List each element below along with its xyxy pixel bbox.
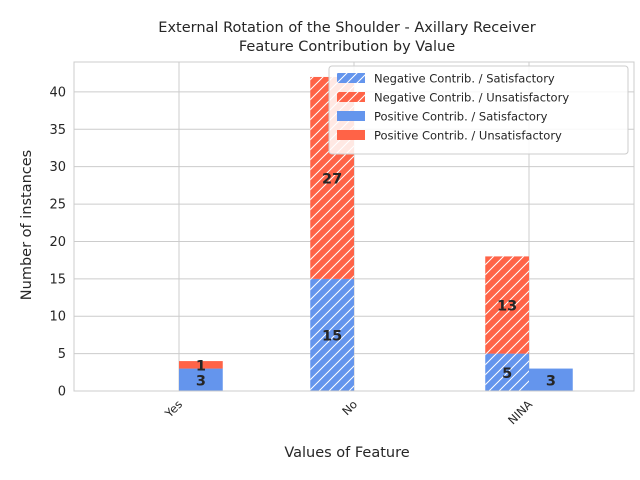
- bar-hatch: [485, 353, 529, 391]
- x-tick-label: NINA: [505, 397, 535, 427]
- bar-value-label: 27: [322, 171, 342, 187]
- legend-swatch: [337, 111, 365, 121]
- bar-value-label: 3: [196, 373, 206, 389]
- bar-hatch: [310, 278, 354, 391]
- plot-frame: [73, 61, 635, 392]
- y-tick-label: 5: [58, 347, 66, 362]
- y-tick-label: 30: [49, 160, 66, 175]
- y-tick-label: 0: [58, 385, 66, 400]
- legend-entry-label: Negative Contrib. / Unsatisfactory: [374, 91, 569, 105]
- legend-swatch-hatch: [337, 92, 365, 102]
- bar-positive-bottom: [529, 368, 573, 391]
- bar-hatch: [485, 256, 529, 354]
- y-axis-label: Number of instances: [19, 150, 35, 300]
- legend: Negative Contrib. / Satisfactory Negative…: [328, 65, 629, 155]
- x-tick-label: Yes: [161, 397, 185, 421]
- bar-value-label: 15: [322, 328, 342, 344]
- bar-positive-bottom: [179, 368, 223, 391]
- bar-positive-top: [179, 361, 223, 369]
- y-tick-label: 20: [49, 235, 66, 250]
- chart-title-line2: Feature Contribution by Value: [239, 39, 455, 55]
- legend-box: [328, 65, 629, 155]
- legend-entry-label: Positive Contrib. / Unsatisfactory: [374, 129, 562, 143]
- x-ticks: Yes No NINA: [161, 397, 535, 427]
- chart-title-line1: External Rotation of the Shoulder - Axil…: [158, 20, 535, 36]
- x-axis-label: Values of Feature: [284, 445, 409, 461]
- y-tick-label: 35: [49, 123, 66, 138]
- x-tick-label: No: [339, 397, 360, 418]
- y-ticks: 0 5 10 15 20 25 30 35 40: [49, 85, 66, 399]
- legend-entry-label: Positive Contrib. / Satisfactory: [374, 110, 548, 124]
- bars-group: [179, 76, 573, 391]
- y-tick-label: 25: [49, 198, 66, 213]
- bar-value-label: 1: [196, 358, 206, 374]
- bar-value-label: 5: [502, 366, 512, 382]
- bar-value-label: 3: [546, 373, 556, 389]
- bar-value-label: 13: [497, 299, 517, 315]
- y-tick-label: 40: [49, 85, 66, 100]
- y-tick-label: 15: [49, 272, 66, 287]
- legend-entry-label: Negative Contrib. / Satisfactory: [374, 72, 555, 86]
- legend-swatch: [337, 130, 365, 140]
- y-tick-label: 10: [49, 310, 66, 325]
- legend-swatch-hatch: [337, 73, 365, 83]
